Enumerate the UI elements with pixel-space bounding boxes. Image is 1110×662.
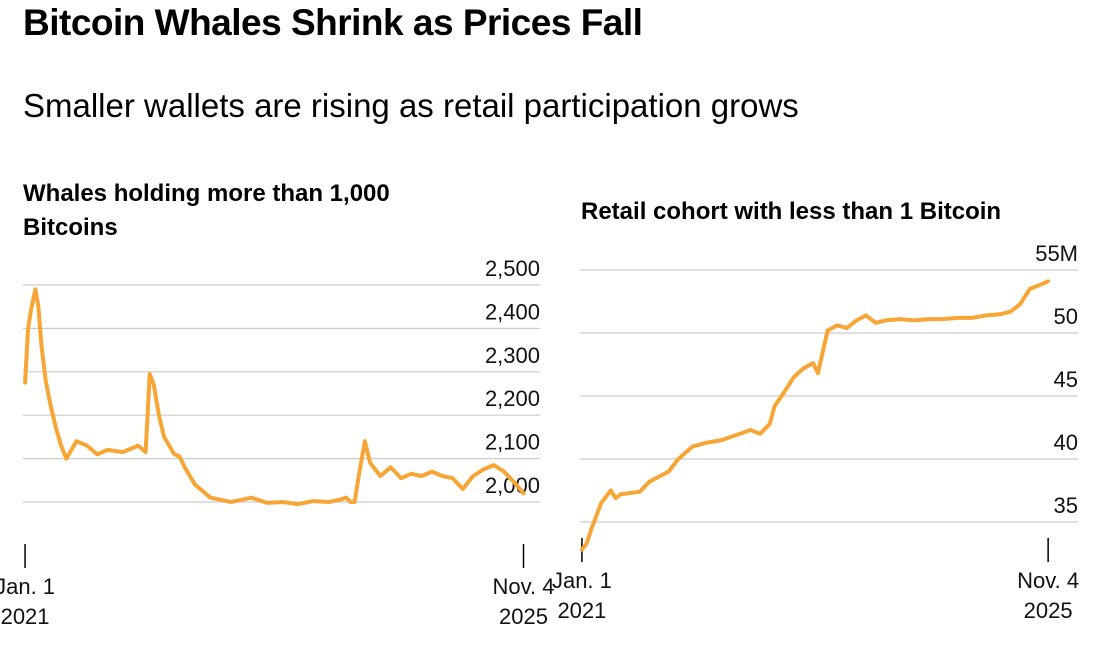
retail-y-tick-label: 55M — [1035, 241, 1078, 266]
whales-series-line — [23, 287, 526, 507]
whales-y-tick-label: 2,100 — [485, 430, 540, 455]
whales-chart-title: Whales holding more than 1,000 Bitcoins — [23, 180, 390, 241]
whales-x-tick-label: 2025 — [499, 604, 548, 629]
retail-x-tick-label: 2025 — [1024, 598, 1073, 623]
retail-y-tick-label: 50 — [1054, 304, 1078, 329]
page-subtitle: Smaller wallets are rising as retail par… — [23, 87, 799, 124]
page-title: Bitcoin Whales Shrink as Prices Fall — [23, 2, 643, 43]
whales-y-tick-label: 2,000 — [485, 473, 540, 498]
whales-y-tick-label: 2,500 — [485, 256, 540, 281]
retail-y-tick-label: 35 — [1054, 493, 1078, 518]
retail-x-tick-label: Nov. 4 — [1017, 568, 1079, 593]
whales-x-tick-label: 2021 — [1, 604, 50, 629]
retail-y-tick-label: 40 — [1054, 430, 1078, 455]
retail-x-tick-label: 2021 — [557, 598, 606, 623]
retail-series-line — [579, 279, 1051, 552]
whales-y-tick-label: 2,300 — [485, 343, 540, 368]
whales-x-tick-label: Nov. 4 — [493, 574, 555, 599]
whales-y-tick-label: 2,200 — [485, 386, 540, 411]
whales-x-tick-label: Jan. 1 — [0, 574, 55, 599]
whales-y-tick-label: 2,400 — [485, 299, 540, 324]
retail-y-tick-label: 45 — [1054, 367, 1078, 392]
retail-chart-title: Retail cohort with less than 1 Bitcoin — [581, 198, 1002, 225]
retail-x-tick-label: Jan. 1 — [552, 568, 612, 593]
